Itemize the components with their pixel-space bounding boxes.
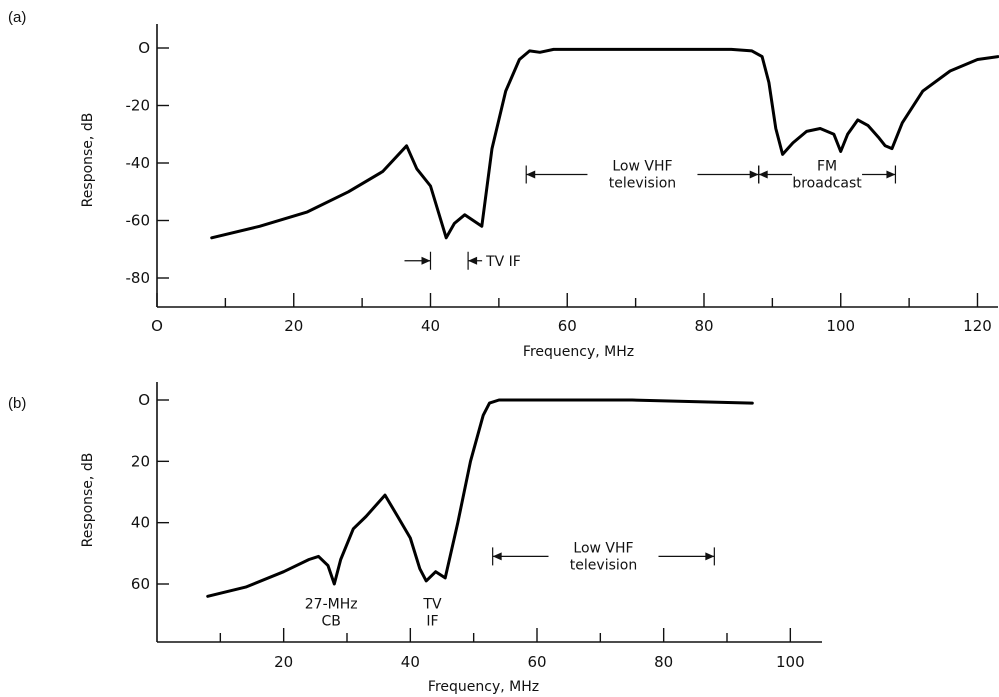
annotation-line: Low VHF: [573, 540, 633, 556]
x-tick-label: 60: [527, 653, 546, 671]
x-tick-label: 20: [284, 317, 303, 335]
arrowhead: [758, 170, 768, 179]
y-tick-label: -40: [126, 154, 151, 172]
panel-label: (b): [8, 395, 26, 412]
y-axis-title: Response, dB: [80, 453, 96, 548]
annotation-line: FM: [817, 159, 837, 175]
y-tick-label: O: [138, 39, 150, 57]
x-tick-label: 100: [776, 653, 805, 671]
y-tick-label: O: [138, 391, 150, 409]
x-axis-title: Frequency, MHz: [428, 679, 539, 695]
annotation-text: TV IF: [485, 254, 521, 270]
arrowhead: [886, 170, 896, 179]
annotation-line: broadcast: [792, 176, 862, 192]
annotation-line: IF: [426, 614, 438, 630]
annotation-line: Low VHF: [612, 159, 672, 175]
x-tick-label: 100: [826, 317, 855, 335]
arrowhead: [492, 552, 502, 561]
y-tick-label: -60: [126, 212, 151, 230]
annotation-line: 27-MHz: [305, 597, 358, 613]
x-tick-label: 40: [421, 317, 440, 335]
x-tick-label: 80: [694, 317, 713, 335]
arrowhead: [705, 552, 715, 561]
x-tick-label: 40: [401, 653, 420, 671]
annotation-line: television: [609, 176, 676, 192]
y-axis-title: Response, dB: [80, 113, 96, 208]
y-tick-label: 20: [131, 452, 150, 470]
series-line-0: [210, 47, 999, 240]
y-tick-label: 40: [131, 514, 150, 532]
chart-a: (a) O -20 -40 -60 -80 O 20 40 60 80 100 120 Frequency…: [8, 9, 999, 360]
arrowhead: [526, 170, 536, 179]
x-tick-label: 60: [558, 317, 577, 335]
x-tick-label: 20: [274, 653, 293, 671]
arrowhead: [421, 256, 431, 265]
y-tick-label: 60: [131, 575, 150, 593]
x-axis-title: Frequency, MHz: [523, 344, 634, 360]
x-tick-label: O: [151, 317, 163, 335]
annotation-line: television: [570, 557, 637, 573]
annotation-line: CB: [321, 614, 340, 630]
x-tick-label: 80: [654, 653, 673, 671]
arrowhead: [468, 256, 478, 265]
y-tick-label: -20: [126, 97, 151, 115]
annotation-line: TV: [422, 597, 442, 613]
panel-label: (a): [8, 9, 26, 26]
x-tick-label: 120: [963, 317, 992, 335]
y-tick-label: -80: [126, 269, 151, 287]
series-line-0: [206, 398, 754, 598]
arrowhead: [749, 170, 759, 179]
chart-b: (b) O 20 40 60 20 40 60 80 100 Frequency, MHz Respo…: [8, 382, 822, 695]
